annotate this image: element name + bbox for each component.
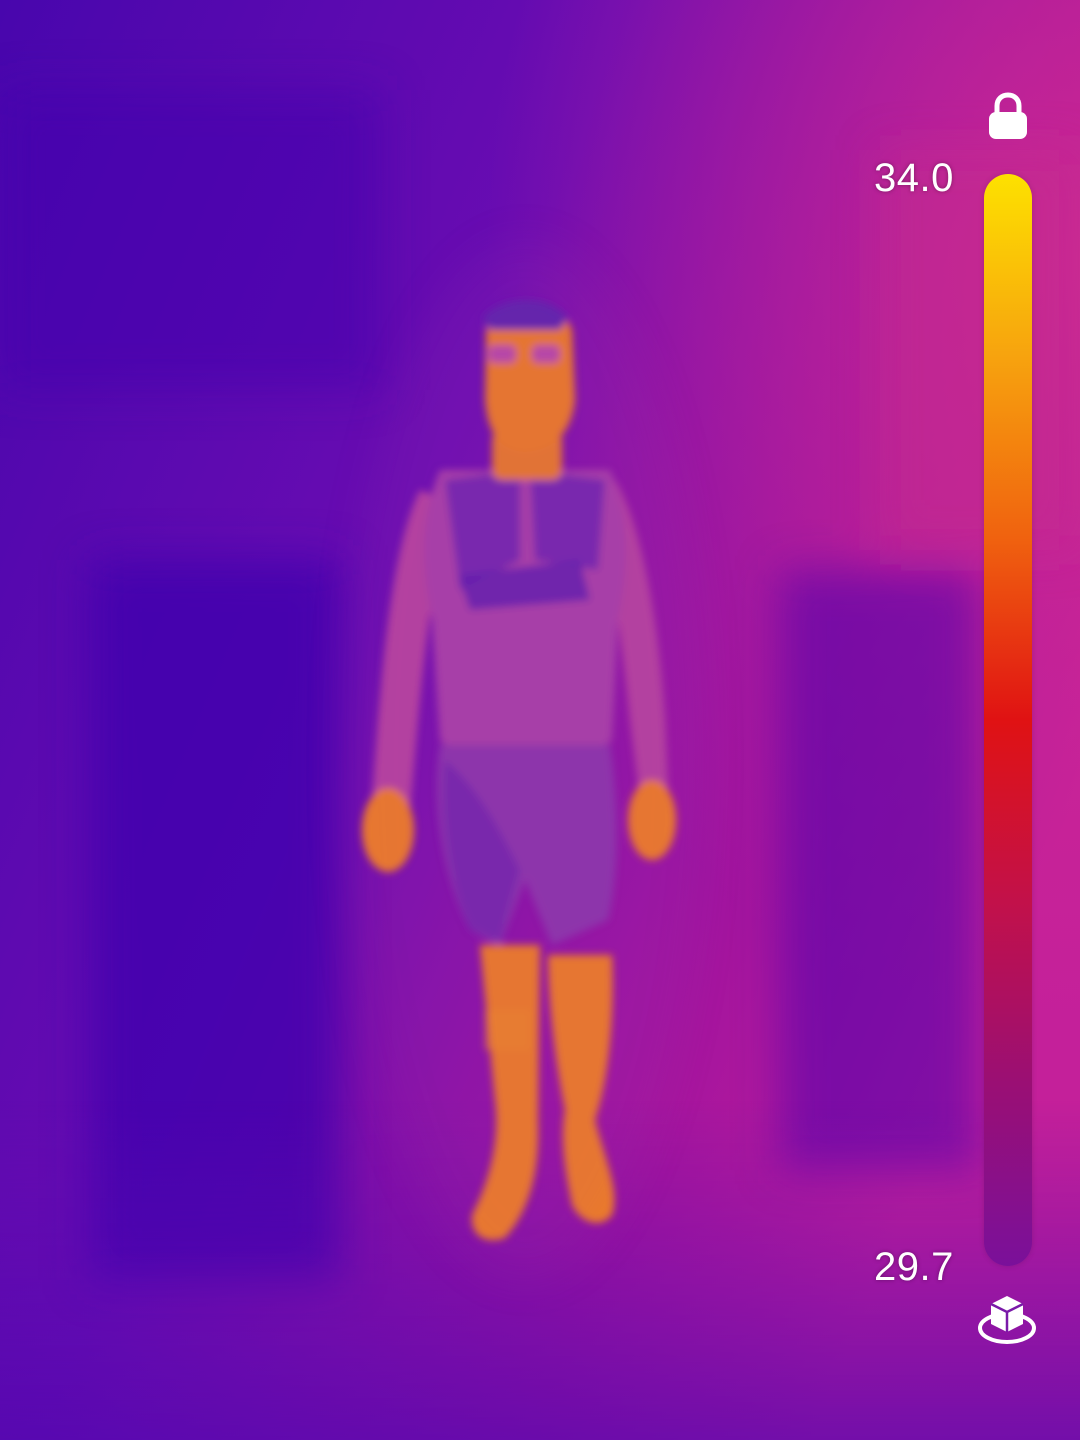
temperature-color-scale[interactable] <box>984 174 1032 1266</box>
3d-mode-button[interactable] <box>976 1292 1038 1346</box>
3d-cube-icon <box>978 1296 1036 1344</box>
scale-max-temperature: 34.0 <box>874 156 954 200</box>
lock-icon <box>989 92 1027 139</box>
lock-button[interactable] <box>986 92 1030 142</box>
scale-min-temperature: 29.7 <box>874 1245 954 1289</box>
